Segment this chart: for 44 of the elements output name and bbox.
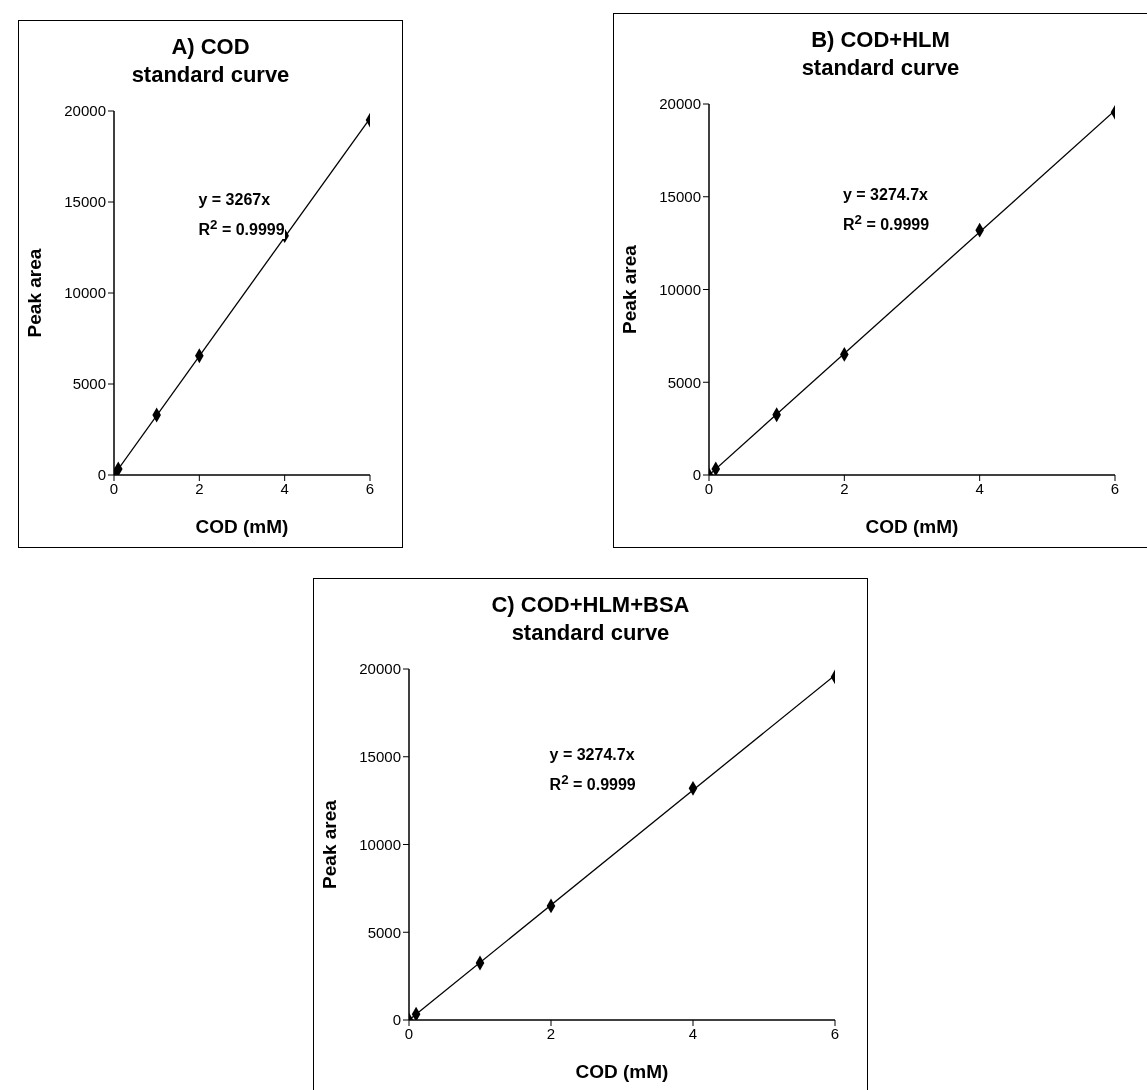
y-tick-label: 0: [392, 1011, 401, 1029]
y-tick-label: 10000: [64, 284, 106, 302]
annotation: R$^{2}$ = 0.9999: [549, 772, 636, 795]
y-tick-label: 20000: [659, 95, 701, 113]
y-tick-label: 15000: [359, 748, 401, 766]
y-tick-label: 15000: [659, 188, 701, 206]
x-axis-title: COD (mM): [575, 1061, 669, 1082]
annotation: R$^{2}$ = 0.9999: [842, 211, 930, 234]
x-tick-label: 6: [830, 1024, 840, 1042]
x-axis-title: COD (mM): [865, 516, 959, 537]
y-tick-label: 0: [692, 466, 701, 484]
y-tick-label: 10000: [359, 835, 401, 853]
annotation: y = 3274.7x: [549, 746, 635, 765]
chart-title: C) COD+HLM+BSA standard curve: [491, 591, 690, 647]
x-tick-label: 0: [109, 479, 119, 497]
chart-title: B) COD+HLM standard curve: [801, 26, 960, 82]
y-tick-label: 20000: [359, 660, 401, 678]
x-axis-title: COD (mM): [195, 516, 289, 537]
chart-title: A) COD standard curve: [131, 33, 290, 89]
annotation: y = 3274.7x: [842, 185, 928, 204]
x-tick-label: 2: [195, 479, 204, 497]
x-tick-label: 2: [840, 479, 849, 497]
y-tick-label: 20000: [64, 102, 106, 120]
x-tick-label: 0: [704, 479, 714, 497]
x-tick-label: 2: [546, 1024, 556, 1042]
x-tick-label: 4: [280, 479, 289, 497]
y-axis-title: Peak area: [23, 248, 45, 338]
point: [711, 461, 721, 475]
x-tick-label: 0: [404, 1024, 414, 1042]
x-tick-label: 4: [975, 479, 984, 497]
y-axis-title: Peak area: [618, 244, 640, 334]
x-tick-label: 6: [1110, 479, 1120, 497]
y-tick-label: 15000: [64, 193, 106, 211]
point: [411, 1006, 421, 1020]
y-tick-label: 5000: [367, 923, 401, 941]
y-tick-label: 10000: [659, 280, 701, 298]
annotation: y = 3267x: [198, 191, 271, 210]
y-tick-label: 5000: [72, 375, 106, 393]
y-tick-label: 0: [97, 466, 106, 484]
x-tick-label: 4: [688, 1024, 698, 1042]
x-tick-label: 6: [365, 479, 375, 497]
y-axis-title: Peak area: [318, 799, 340, 889]
annotation: R$^{2}$ = 0.9999: [198, 217, 285, 240]
y-tick-label: 5000: [667, 373, 701, 391]
